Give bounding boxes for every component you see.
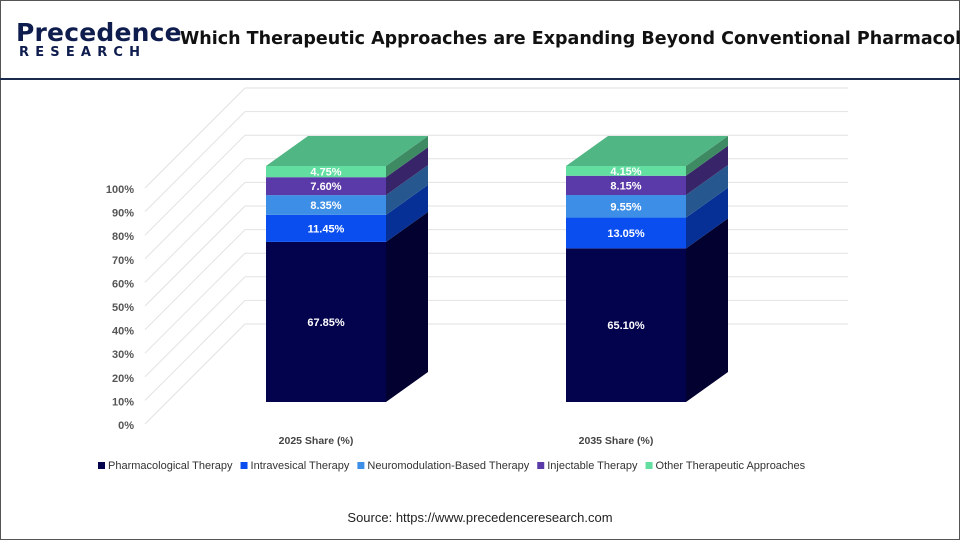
legend-swatch [645,462,653,469]
bar-segment-side [386,211,428,402]
bar-segment [566,166,686,176]
y-tick-label: 10% [112,396,134,408]
data-label: 8.15% [610,180,641,192]
legend-item: Other Therapeutic Approaches [645,460,806,472]
bar-segment [266,166,386,178]
data-label: 11.45% [308,223,345,235]
bar-segment-side [686,136,728,176]
legend-swatch [240,462,248,469]
legend-item: Neuromodulation-Based Therapy [357,460,530,472]
grid-diagonal [144,323,246,425]
bar-segment [566,217,686,249]
grid-diagonal [144,300,246,401]
legend-label: Injectable Therapy [547,460,638,472]
legend-label: Neuromodulation-Based Therapy [367,460,529,472]
grid-diagonal [144,158,246,260]
logo-subword: RESEARCH [19,45,147,60]
bar-segment [266,241,386,402]
y-tick-label: 60% [112,278,134,290]
header: Precedence RESEARCH Which Therapeutic Ap… [0,0,960,80]
data-label: 13.05% [607,228,645,240]
legend-swatch [537,462,545,469]
bar-stack: 67.85% 11.45% 8.35% 7.60% 4.75% [266,136,428,402]
source-note: Source: https://www.precedenceresearch.c… [347,510,613,525]
legend-swatch [98,462,105,469]
bar-segment-side [386,165,428,215]
grid-diagonal [144,182,246,283]
y-tick-label: 0% [118,420,134,432]
bar-segment [266,195,386,215]
legend-item: Injectable Therapy [537,460,638,472]
data-label: 4.75% [310,167,341,179]
grid-diagonal [144,229,246,330]
bar-segment [266,214,386,242]
y-tick-label: 100% [106,184,134,196]
logo: Precedence RESEARCH [16,18,182,62]
y-axis-ticks: 0% 10% 20% 30% 40% 50% 60% 70% 80% 90% 100% [106,184,134,432]
data-label: 8.35% [310,200,341,212]
y-tick-label: 90% [112,208,134,220]
grid-diagonal [144,205,246,307]
legend-item: Intravesical Therapy [240,460,350,472]
data-label: 65.10% [607,320,645,332]
grid-diagonal [144,111,246,212]
data-label: 9.55% [610,201,641,213]
x-tick-label: 2025 Share (%) [279,435,354,447]
data-label: 4.15% [610,166,641,178]
legend: Pharmacological Therapy Intravesical Ther… [98,460,806,472]
gridlines [144,87,848,425]
y-tick-label: 80% [112,231,134,243]
legend-label: Pharmacological Therapy [108,460,233,472]
bar-segment-side [386,184,428,242]
stacked-bar-chart: 0% 10% 20% 30% 40% 50% 60% 70% 80% 90% 100% 67.85%… [98,87,848,472]
bar-segment-side [686,145,728,196]
legend-swatch [357,462,365,469]
bar-segment-side [686,187,728,249]
bar-top [566,136,728,166]
x-axis-labels: 2025 Share (%) 2035 Share (%) [279,435,654,447]
y-tick-label: 70% [112,255,134,267]
legend-label: Other Therapeutic Approaches [656,460,806,472]
data-label: 7.60% [310,181,341,193]
grid-diagonal [144,252,246,354]
y-tick-label: 30% [112,349,134,361]
bar-segment [266,177,386,196]
bar-top [266,136,428,166]
bar-segment-side [686,218,728,402]
bar-segment-side [386,136,428,178]
bar-segment [566,248,686,402]
bars: 67.85% 11.45% 8.35% 7.60% 4.75% 65.10% 13.05% 9… [266,136,728,402]
bar-segment-side [686,165,728,218]
y-tick-label: 40% [112,326,134,338]
legend-item: Pharmacological Therapy [98,460,233,472]
y-tick-label: 50% [112,302,134,314]
bar-segment [566,175,686,196]
bar-segment-side [386,147,428,196]
bar-segment [566,195,686,218]
grid-diagonal [144,276,246,378]
grid-diagonal [144,87,246,189]
logo-wordmark: Precedence [16,18,182,47]
x-tick-label: 2035 Share (%) [579,435,654,447]
chart-title: Which Therapeutic Approaches are Expandi… [180,29,960,49]
y-tick-label: 20% [112,373,134,385]
grid-diagonal [144,134,246,236]
bar-stack: 65.10% 13.05% 9.55% 8.15% 4.15% [566,136,728,402]
legend-label: Intravesical Therapy [251,460,350,472]
data-label: 67.85% [307,317,345,329]
